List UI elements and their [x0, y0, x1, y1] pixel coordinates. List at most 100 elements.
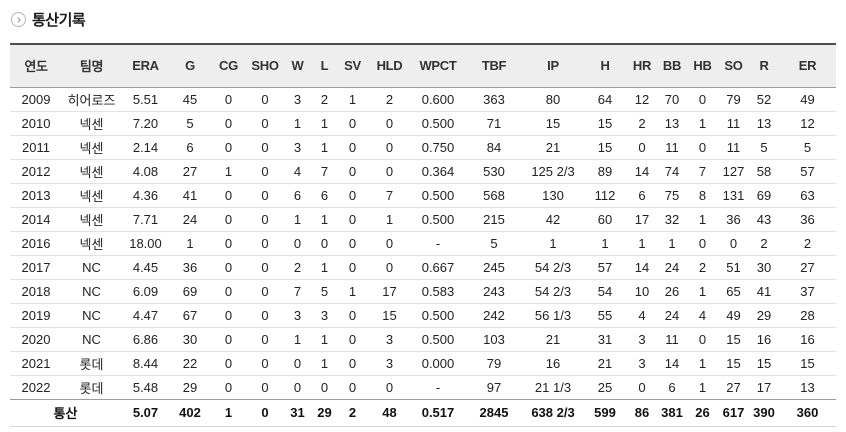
cell-era: 6.86	[121, 327, 170, 352]
cell-sv: 0	[337, 327, 368, 352]
cell-ip: 16	[523, 351, 583, 376]
cell-wpct: 0.000	[411, 351, 465, 376]
cell-r: 2	[749, 231, 779, 256]
cell-hr: 3	[627, 351, 657, 376]
cell-g: 41	[170, 183, 210, 208]
total-cell-l: 29	[312, 399, 337, 427]
cell-hb: 2	[687, 255, 718, 280]
cell-l: 0	[312, 231, 337, 256]
cell-sho: 0	[247, 231, 283, 256]
cell-tbf: 568	[465, 183, 523, 208]
section-header: 통산기록	[10, 9, 836, 30]
cell-hr: 12	[627, 87, 657, 112]
cell-h: 57	[583, 255, 627, 280]
cell-r: 17	[749, 375, 779, 400]
total-cell-ip: 638 2/3	[523, 399, 583, 427]
cell-hb: 1	[687, 279, 718, 304]
cell-g: 27	[170, 159, 210, 184]
cell-so: 15	[718, 327, 749, 352]
cell-r: 5	[749, 135, 779, 160]
cell-team: 롯데	[62, 351, 121, 376]
cell-cg: 0	[210, 135, 247, 160]
cell-w: 0	[283, 351, 312, 376]
cell-l: 1	[312, 207, 337, 232]
cell-er: 27	[779, 255, 836, 280]
total-cell-hb: 26	[687, 399, 718, 427]
table-row: 2011 넥센 2.14 6 0 0 3 1 0 0 0.750 84 21 15 0 11 0 11 5 5	[10, 135, 836, 160]
cell-wpct: 0.667	[411, 255, 465, 280]
column-header-sho: SHO	[247, 44, 283, 88]
cell-hld: 17	[368, 279, 411, 304]
cell-bb: 11	[657, 135, 687, 160]
cell-tbf: 215	[465, 207, 523, 232]
cell-tbf: 84	[465, 135, 523, 160]
cell-tbf: 97	[465, 375, 523, 400]
cell-team: NC	[62, 327, 121, 352]
cell-w: 3	[283, 135, 312, 160]
cell-cg: 0	[210, 279, 247, 304]
total-cell-hr: 86	[627, 399, 657, 427]
cell-year: 2018	[10, 279, 62, 304]
cell-era: 2.14	[121, 135, 170, 160]
cell-g: 30	[170, 327, 210, 352]
cell-team: 넥센	[62, 159, 121, 184]
cell-year: 2017	[10, 255, 62, 280]
total-label: 통산	[10, 399, 121, 427]
table-footer: 통산 5.07 402 1 0 31 29 2 48 0.517 2845 638 2/3 599 86 3…	[10, 399, 836, 427]
cell-year: 2009	[10, 87, 62, 112]
cell-team: 넥센	[62, 207, 121, 232]
cell-l: 3	[312, 303, 337, 328]
table-row: 2016 넥센 18.00 1 0 0 0 0 0 0-5 1 1 1 1 0 0 2 2	[10, 231, 836, 256]
cell-cg: 0	[210, 375, 247, 400]
cell-h: 54	[583, 279, 627, 304]
cell-era: 4.36	[121, 183, 170, 208]
cell-wpct: -	[411, 231, 465, 256]
cell-bb: 24	[657, 255, 687, 280]
cell-hld: 15	[368, 303, 411, 328]
column-header-ip: IP	[523, 44, 583, 88]
cell-team: 롯데	[62, 375, 121, 400]
cell-h: 112	[583, 183, 627, 208]
cell-r: 29	[749, 303, 779, 328]
cell-sv: 0	[337, 111, 368, 136]
cell-sv: 1	[337, 87, 368, 112]
cell-w: 2	[283, 255, 312, 280]
cell-g: 6	[170, 135, 210, 160]
cell-er: 16	[779, 327, 836, 352]
cell-cg: 0	[210, 87, 247, 112]
cell-so: 51	[718, 255, 749, 280]
cell-year: 2019	[10, 303, 62, 328]
cell-hr: 4	[627, 303, 657, 328]
cell-r: 52	[749, 87, 779, 112]
cell-hr: 0	[627, 135, 657, 160]
cell-team: 넥센	[62, 135, 121, 160]
cell-sho: 0	[247, 135, 283, 160]
cell-hb: 1	[687, 111, 718, 136]
cell-hr: 10	[627, 279, 657, 304]
cell-ip: 125 2/3	[523, 159, 583, 184]
cell-year: 2021	[10, 351, 62, 376]
column-header-l: L	[312, 44, 337, 88]
table-row: 2013 넥센 4.36 41 0 0 6 6 0 7 0.500 568 130 112 6 75 8 131 6…	[10, 183, 836, 208]
cell-er: 15	[779, 351, 836, 376]
cell-l: 2	[312, 87, 337, 112]
cell-g: 29	[170, 375, 210, 400]
cell-era: 4.45	[121, 255, 170, 280]
column-header-team: 팀명	[62, 44, 121, 88]
cell-wpct: 0.364	[411, 159, 465, 184]
cell-hr: 17	[627, 207, 657, 232]
cell-h: 25	[583, 375, 627, 400]
cell-sho: 0	[247, 207, 283, 232]
cell-h: 1	[583, 231, 627, 256]
cell-year: 2022	[10, 375, 62, 400]
cell-cg: 0	[210, 255, 247, 280]
table-row: 2010 넥센 7.20 5 0 0 1 1 0 0 0.500 71 15 15 2 13 1 11 13 12	[10, 111, 836, 136]
cell-bb: 24	[657, 303, 687, 328]
cell-sv: 0	[337, 231, 368, 256]
cell-era: 4.47	[121, 303, 170, 328]
cell-sv: 0	[337, 255, 368, 280]
cell-wpct: 0.583	[411, 279, 465, 304]
cell-tbf: 243	[465, 279, 523, 304]
cell-so: 36	[718, 207, 749, 232]
circle-arrow-icon	[11, 12, 26, 27]
